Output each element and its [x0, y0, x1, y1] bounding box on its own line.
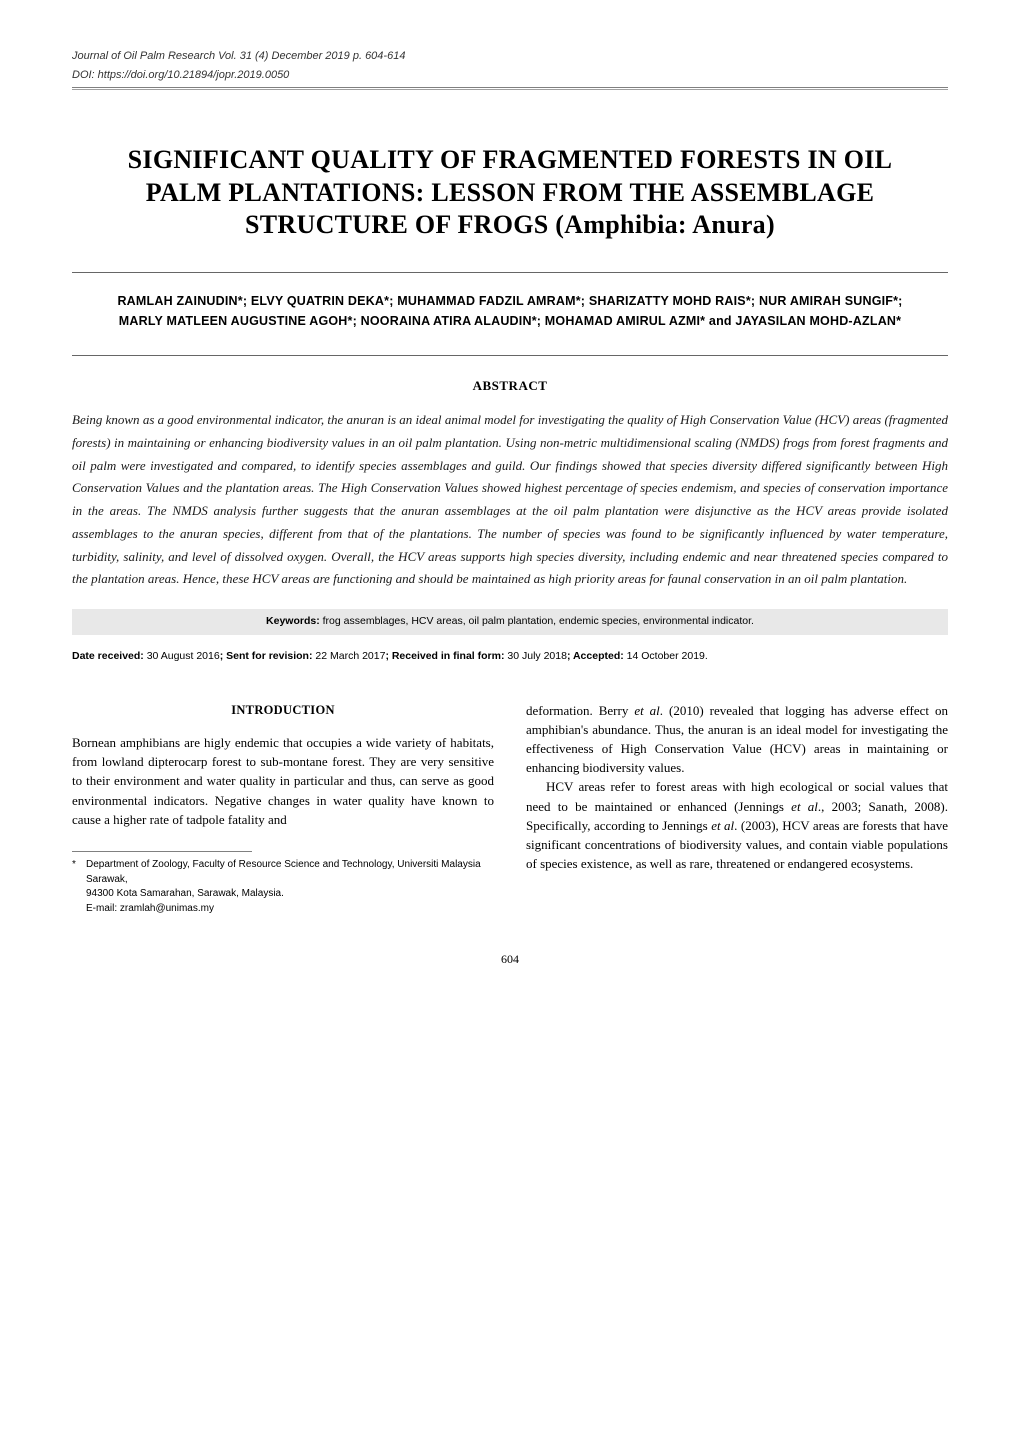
intro-paragraph-1: Bornean amphibians are higly endemic tha…	[72, 733, 494, 829]
header-rule-thin	[72, 89, 948, 90]
page-number: 604	[72, 950, 948, 968]
affiliation-star: *	[72, 858, 86, 873]
intro-paragraph-1-cont: deformation. Berry et al. (2010) reveale…	[526, 701, 948, 778]
article-title: SIGNIFICANT QUALITY OF FRAGMENTED FOREST…	[100, 144, 920, 242]
dates-line: Date received: 30 August 2016; Sent for …	[72, 649, 948, 665]
affiliation-block: *Department of Zoology, Faculty of Resou…	[72, 858, 494, 916]
abstract-text: Being known as a good environmental indi…	[72, 409, 948, 591]
doi-line: DOI: https://doi.org/10.21894/jopr.2019.…	[72, 67, 948, 84]
keywords-text: frog assemblages, HCV areas, oil palm pl…	[320, 615, 754, 627]
date-received: 30 August 2016	[147, 650, 220, 662]
etal-1: et al	[634, 703, 659, 718]
date-final: 30 July 2018	[507, 650, 567, 662]
right-column: deformation. Berry et al. (2010) reveale…	[526, 701, 948, 917]
right-p1a: deformation. Berry	[526, 703, 634, 718]
title-rule-top	[72, 272, 948, 273]
date-received-label: Date received:	[72, 650, 147, 662]
journal-header: Journal of Oil Palm Research Vol. 31 (4)…	[72, 48, 948, 65]
etal-3: et al	[711, 818, 734, 833]
header-rule	[72, 87, 948, 88]
date-accepted: 14 October 2019.	[627, 650, 708, 662]
date-sent-label: ; Sent for revision:	[220, 650, 316, 662]
abstract-heading: ABSTRACT	[72, 376, 948, 396]
title-rule-bottom	[72, 355, 948, 356]
date-accepted-label: ; Accepted:	[567, 650, 627, 662]
affiliation-text: Department of Zoology, Faculty of Resour…	[86, 859, 481, 914]
introduction-heading: INTRODUCTION	[72, 701, 494, 720]
etal-2: et al	[791, 799, 818, 814]
keywords-bar: Keywords: frog assemblages, HCV areas, o…	[72, 609, 948, 635]
body-columns: INTRODUCTION Bornean amphibians are higl…	[72, 701, 948, 917]
author-list: RAMLAH ZAINUDIN*; ELVY QUATRIN DEKA*; MU…	[100, 291, 920, 331]
date-final-label: ; Received in final form:	[385, 650, 507, 662]
date-sent: 22 March 2017	[315, 650, 385, 662]
keywords-label: Keywords:	[266, 615, 320, 627]
affiliation-rule	[72, 851, 252, 852]
intro-paragraph-2: HCV areas refer to forest areas with hig…	[526, 777, 948, 873]
left-column: INTRODUCTION Bornean amphibians are higl…	[72, 701, 494, 917]
